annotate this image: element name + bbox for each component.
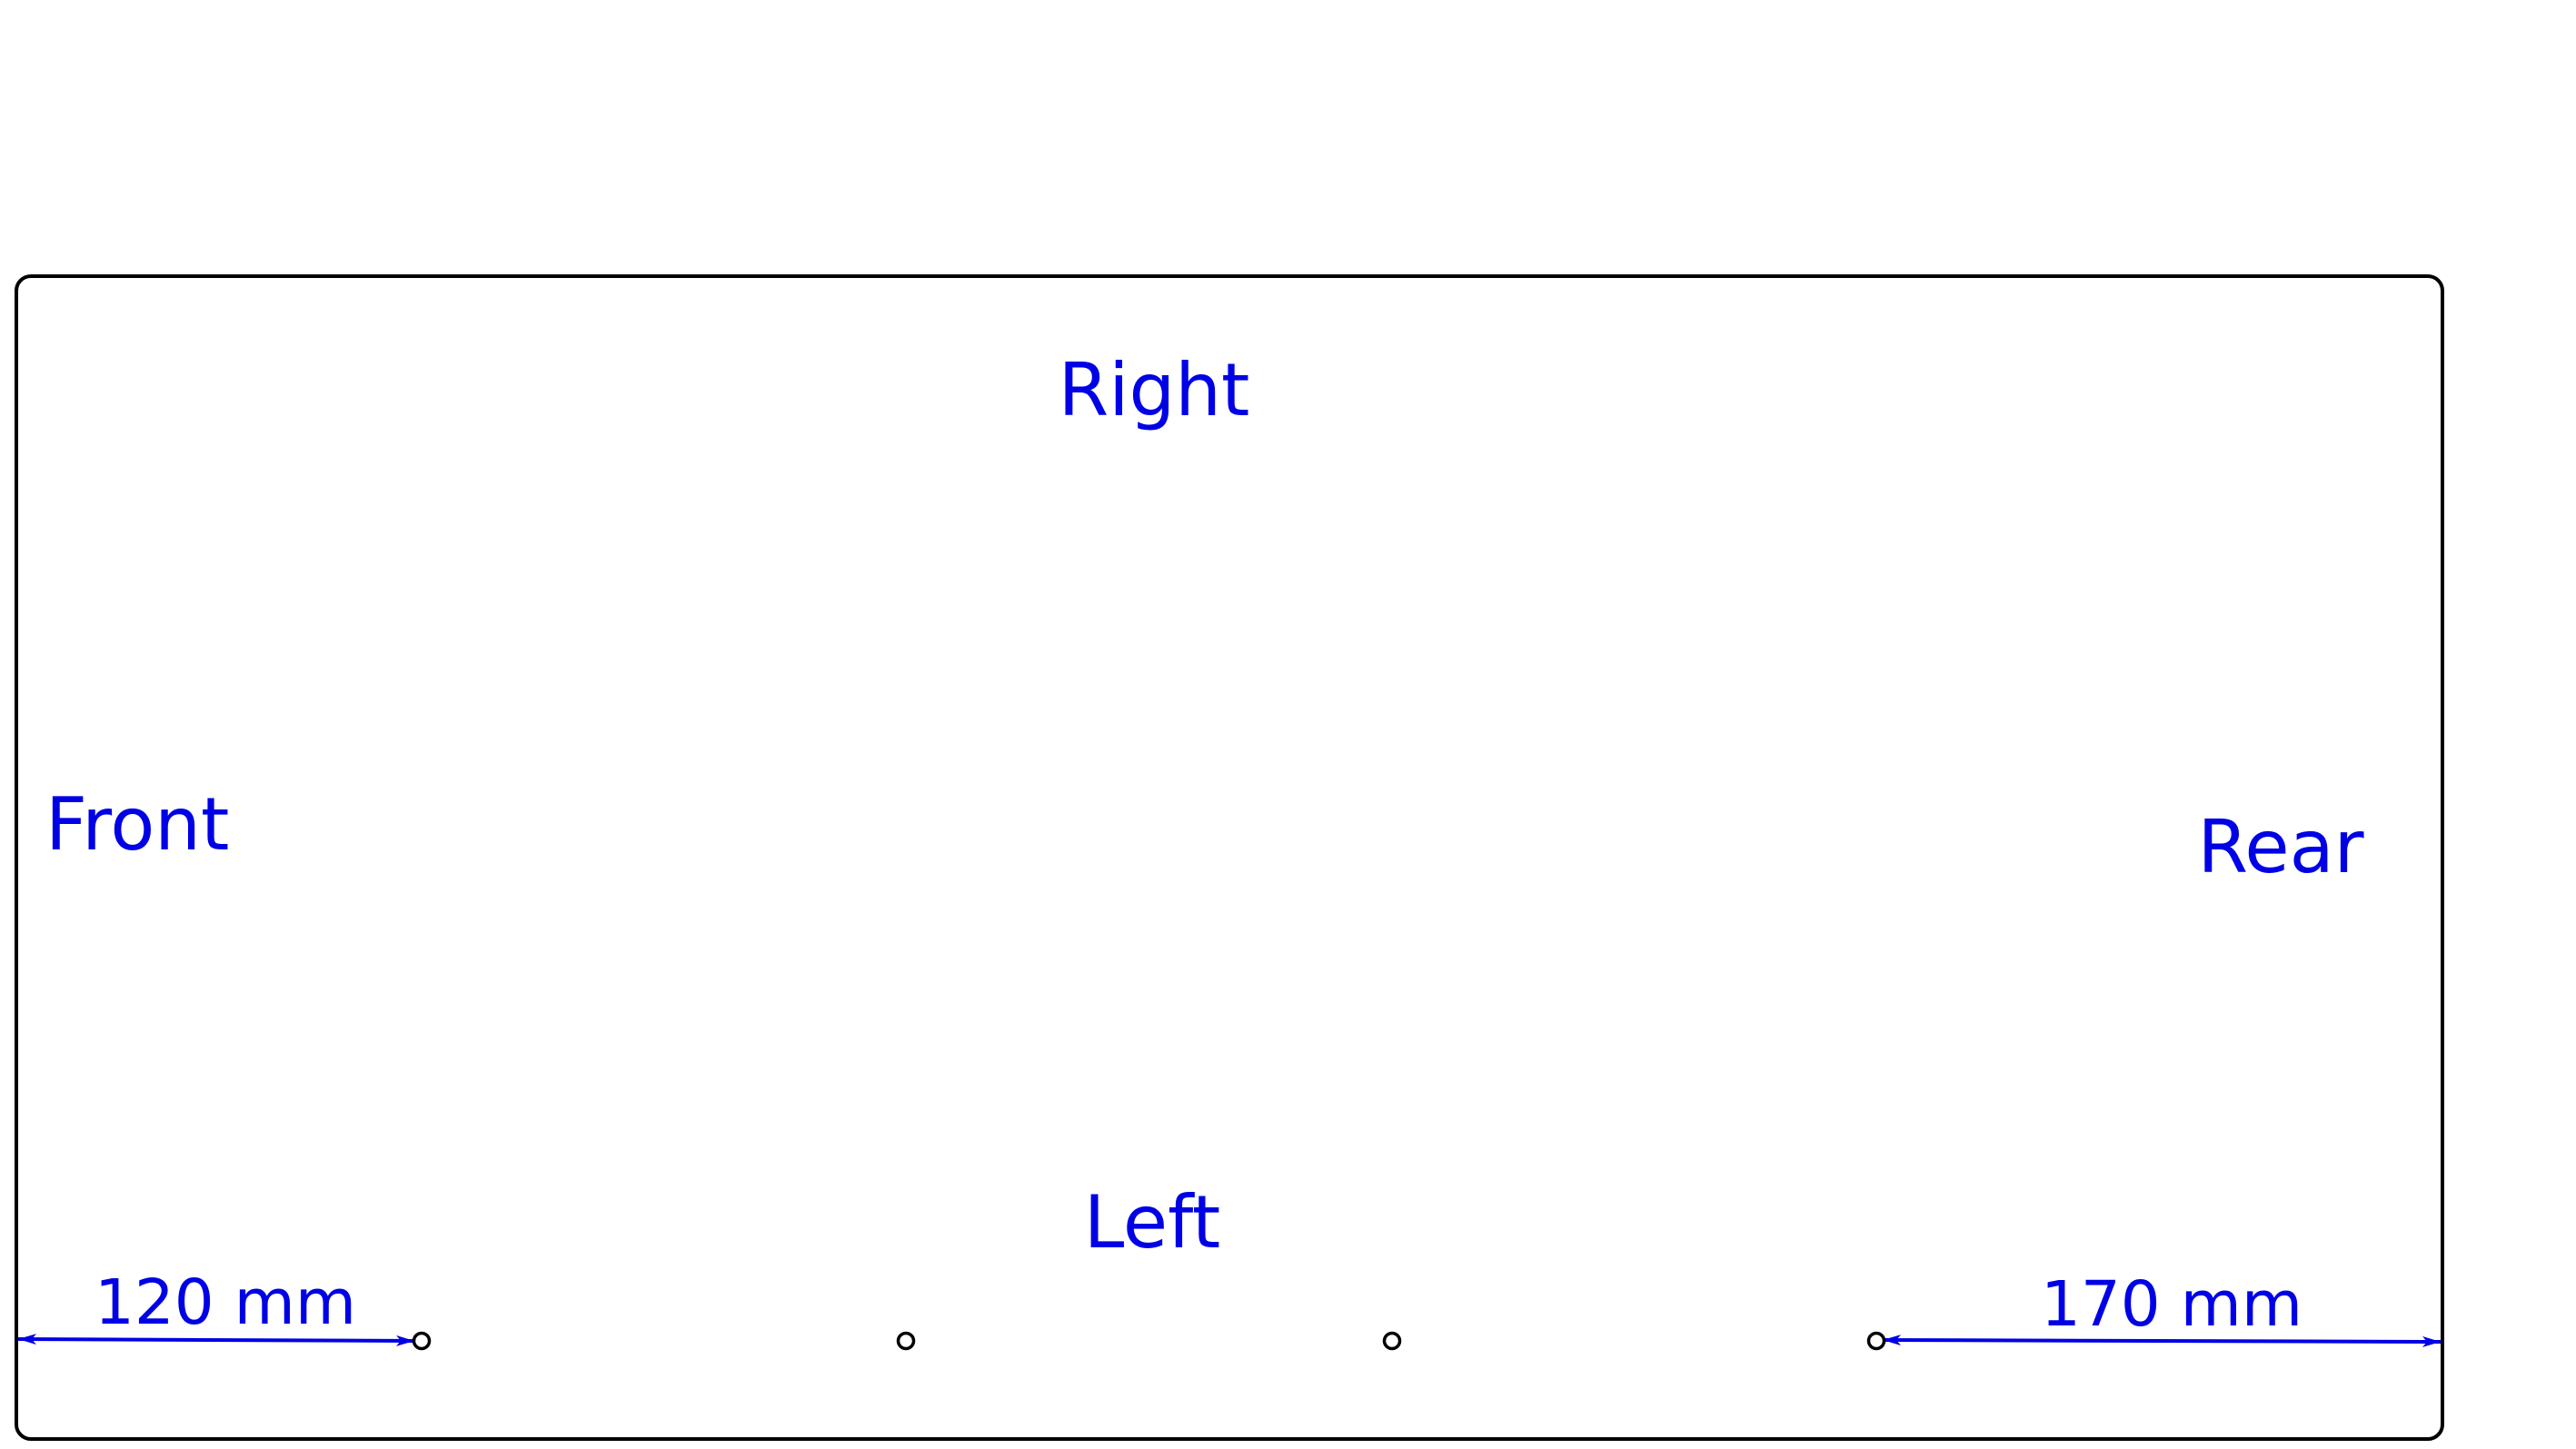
- dimension-label-rear: 170 mm: [2041, 1268, 2302, 1341]
- panel-outline: [15, 274, 2444, 1441]
- dimension-line-rear: [1882, 1335, 2442, 1347]
- label-right: Right: [1059, 348, 1250, 432]
- label-left: Left: [1084, 1180, 1221, 1265]
- label-rear: Rear: [2197, 805, 2363, 889]
- mounting-hole: [1866, 1331, 1886, 1351]
- dimension-label-front: 120 mm: [94, 1266, 356, 1339]
- mounting-hole: [1382, 1331, 1402, 1351]
- mounting-hole: [896, 1331, 916, 1351]
- dimension-line-front: [17, 1334, 415, 1346]
- mounting-hole: [412, 1331, 432, 1351]
- label-front: Front: [45, 782, 229, 867]
